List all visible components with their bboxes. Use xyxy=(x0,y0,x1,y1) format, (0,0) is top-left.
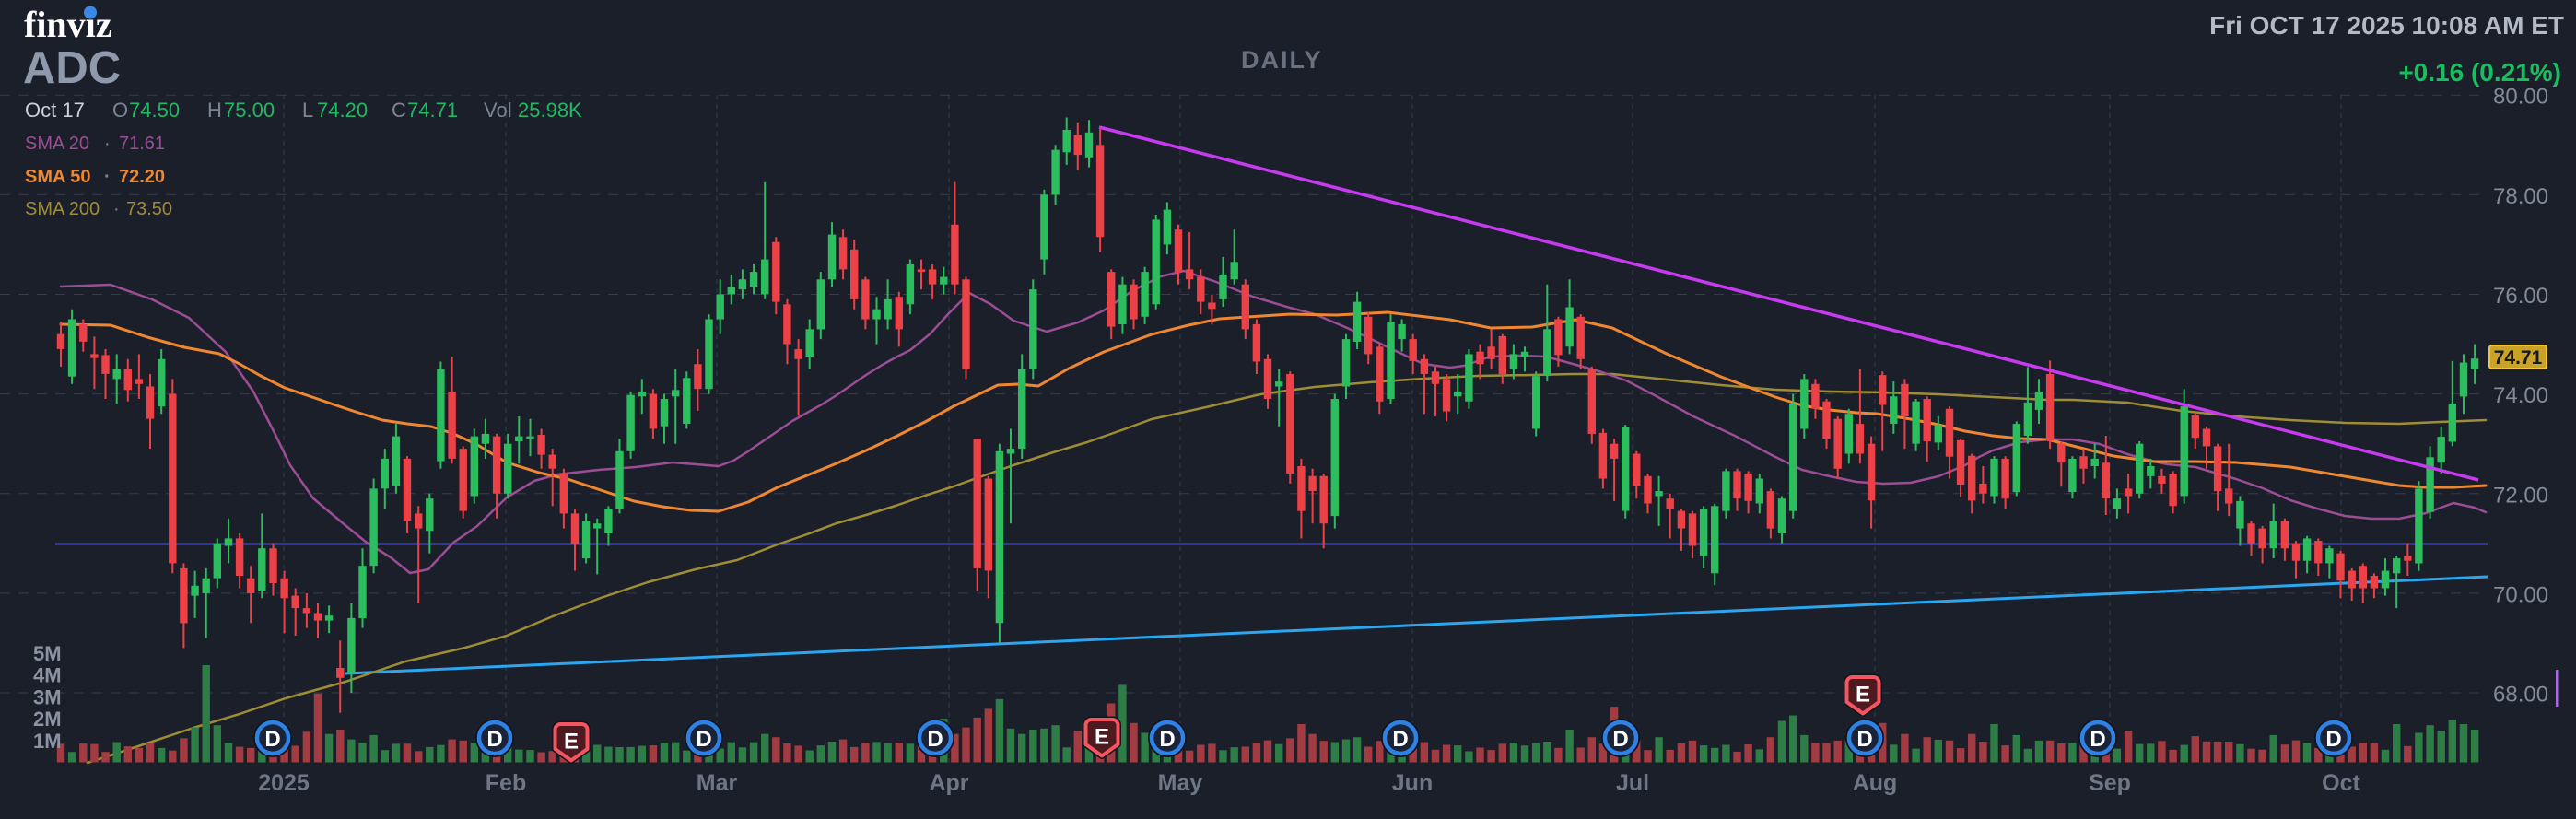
svg-text:E: E xyxy=(1095,725,1109,750)
svg-text:·: · xyxy=(113,199,120,219)
svg-text:C: C xyxy=(392,99,406,122)
svg-text:70.00: 70.00 xyxy=(2493,582,2548,607)
svg-text:72.00: 72.00 xyxy=(2493,483,2548,508)
svg-text:3M: 3M xyxy=(33,685,62,708)
svg-text:74.71: 74.71 xyxy=(2494,347,2543,369)
svg-text:·: · xyxy=(104,134,111,154)
svg-text:4M: 4M xyxy=(33,664,62,687)
svg-text:73.50: 73.50 xyxy=(126,199,172,219)
svg-text:Feb: Feb xyxy=(486,770,526,796)
svg-text:SMA 200: SMA 200 xyxy=(25,199,100,219)
svg-text:Fri OCT 17 2025 10:08 AM ET: Fri OCT 17 2025 10:08 AM ET xyxy=(2209,11,2564,40)
svg-text:Sep: Sep xyxy=(2089,770,2131,796)
svg-text:D: D xyxy=(2090,727,2105,752)
svg-text:DAILY: DAILY xyxy=(1241,46,1323,74)
svg-text:Jun: Jun xyxy=(1392,770,1433,796)
svg-text:Mar: Mar xyxy=(697,770,738,796)
svg-text:74.50: 74.50 xyxy=(129,99,180,122)
svg-text:Vol: Vol xyxy=(484,99,512,122)
svg-text:74.00: 74.00 xyxy=(2493,383,2548,408)
svg-text:SMA 50: SMA 50 xyxy=(25,167,91,187)
svg-text:75.00: 75.00 xyxy=(224,99,275,122)
svg-text:Oct 17: Oct 17 xyxy=(25,99,85,122)
svg-text:D: D xyxy=(927,727,943,752)
svg-text:Jul: Jul xyxy=(1616,770,1649,796)
svg-text:78.00: 78.00 xyxy=(2493,184,2548,209)
svg-text:5M: 5M xyxy=(33,642,62,665)
svg-text:68.00: 68.00 xyxy=(2493,683,2548,708)
svg-text:D: D xyxy=(264,727,280,752)
svg-text:D: D xyxy=(486,727,502,752)
svg-text:ADC: ADC xyxy=(23,43,121,93)
svg-text:·: · xyxy=(104,167,111,187)
svg-text:H: H xyxy=(207,99,222,122)
svg-text:74.71: 74.71 xyxy=(407,99,458,122)
svg-text:25.98K: 25.98K xyxy=(518,99,582,122)
svg-text:1M: 1M xyxy=(33,730,62,753)
svg-text:2025: 2025 xyxy=(258,770,310,796)
svg-text:D: D xyxy=(696,727,711,752)
svg-text:E: E xyxy=(1856,683,1870,708)
svg-text:D: D xyxy=(1612,727,1628,752)
svg-text:D: D xyxy=(1856,727,1872,752)
svg-text:Oct: Oct xyxy=(2322,770,2360,796)
svg-text:finvız: finvız xyxy=(24,4,112,45)
svg-text:Aug: Aug xyxy=(1853,770,1898,796)
svg-text:D: D xyxy=(2325,727,2341,752)
svg-text:74.20: 74.20 xyxy=(317,99,368,122)
svg-text:E: E xyxy=(564,730,579,755)
svg-text:D: D xyxy=(1392,727,1408,752)
svg-text:D: D xyxy=(1159,727,1175,752)
svg-text:72.20: 72.20 xyxy=(119,167,165,187)
svg-text:May: May xyxy=(1158,770,1203,796)
svg-text:+0.16 (0.21%): +0.16 (0.21%) xyxy=(2398,58,2561,87)
svg-text:SMA 20: SMA 20 xyxy=(25,134,89,154)
svg-text:2M: 2M xyxy=(33,708,62,731)
svg-text:71.61: 71.61 xyxy=(119,134,165,154)
svg-text:80.00: 80.00 xyxy=(2493,85,2548,110)
svg-text:L: L xyxy=(302,99,313,122)
svg-text:O: O xyxy=(112,99,128,122)
svg-text:Apr: Apr xyxy=(929,770,968,796)
svg-text:76.00: 76.00 xyxy=(2493,284,2548,309)
